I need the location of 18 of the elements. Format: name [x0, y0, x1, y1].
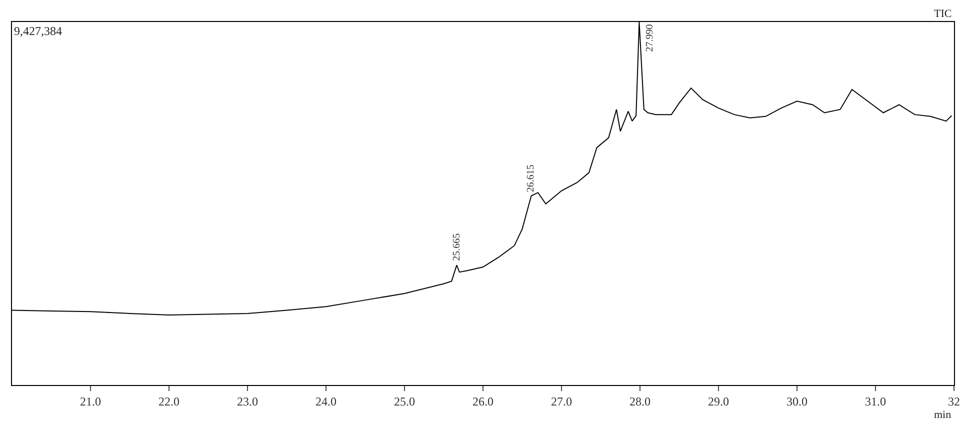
text: TIC — [934, 8, 952, 20]
x-tick-label: 27.0 — [551, 394, 572, 408]
x-tick-label: 28.0 — [630, 394, 650, 408]
x-tick-label: 23.0 — [237, 394, 258, 408]
x-tick-label: 31.0 — [865, 394, 886, 408]
annotation: 25.665 — [451, 233, 462, 261]
x-tick-label: 26.0 — [472, 394, 494, 408]
annotation: 27.990 — [644, 24, 656, 52]
x-tick-label: 22.0 — [158, 394, 180, 408]
x-tick-label: 25.0 — [394, 394, 415, 408]
x-axis-title: min — [934, 409, 952, 421]
x-tick-label: 21.0 — [80, 394, 101, 408]
annotation: 26.615 — [525, 164, 536, 192]
x-tick-label: 30.0 — [786, 394, 808, 408]
x-tick-label: 29.0 — [708, 394, 729, 408]
x-tick-label: 24.0 — [316, 394, 336, 408]
x-tick-label: 32 — [948, 394, 960, 408]
annotation: 9,427,384 — [14, 24, 62, 38]
